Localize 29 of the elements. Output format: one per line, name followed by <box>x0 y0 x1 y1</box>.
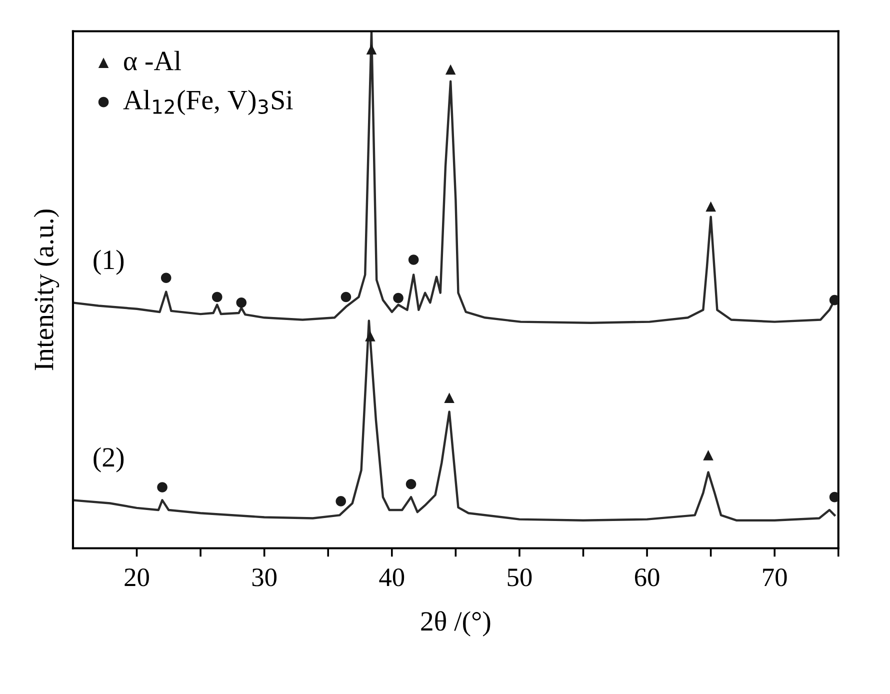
x-axis-title: 2θ /(°) <box>421 611 490 636</box>
x-tick-label: 30 <box>252 568 277 586</box>
point <box>706 201 716 212</box>
point <box>703 450 714 460</box>
x-tick-label: 50 <box>508 568 532 586</box>
point <box>157 482 168 492</box>
point <box>365 331 376 342</box>
legend-label: Al$_{12}$(Fe, V)$_{3}$Si <box>123 90 293 116</box>
x-tick-label: 20 <box>124 568 149 586</box>
point <box>160 272 172 284</box>
y-axis-title: Intensity (a.u.) <box>34 210 60 370</box>
point <box>366 44 377 54</box>
point <box>444 392 454 403</box>
point <box>212 292 222 302</box>
point <box>445 64 456 75</box>
annotation: (2) <box>94 447 124 472</box>
point <box>408 254 419 265</box>
point <box>829 294 838 306</box>
point <box>340 292 352 302</box>
point <box>336 496 346 506</box>
point <box>236 298 247 308</box>
x-tick-label: 70 <box>763 568 787 586</box>
x-tick-label: 60 <box>634 568 660 586</box>
point <box>393 292 404 304</box>
annotation: (1) <box>94 250 124 275</box>
point <box>829 492 838 502</box>
legend-label: α -Al <box>124 50 181 70</box>
point <box>406 479 416 490</box>
x-tick-label: 40 <box>379 568 404 586</box>
